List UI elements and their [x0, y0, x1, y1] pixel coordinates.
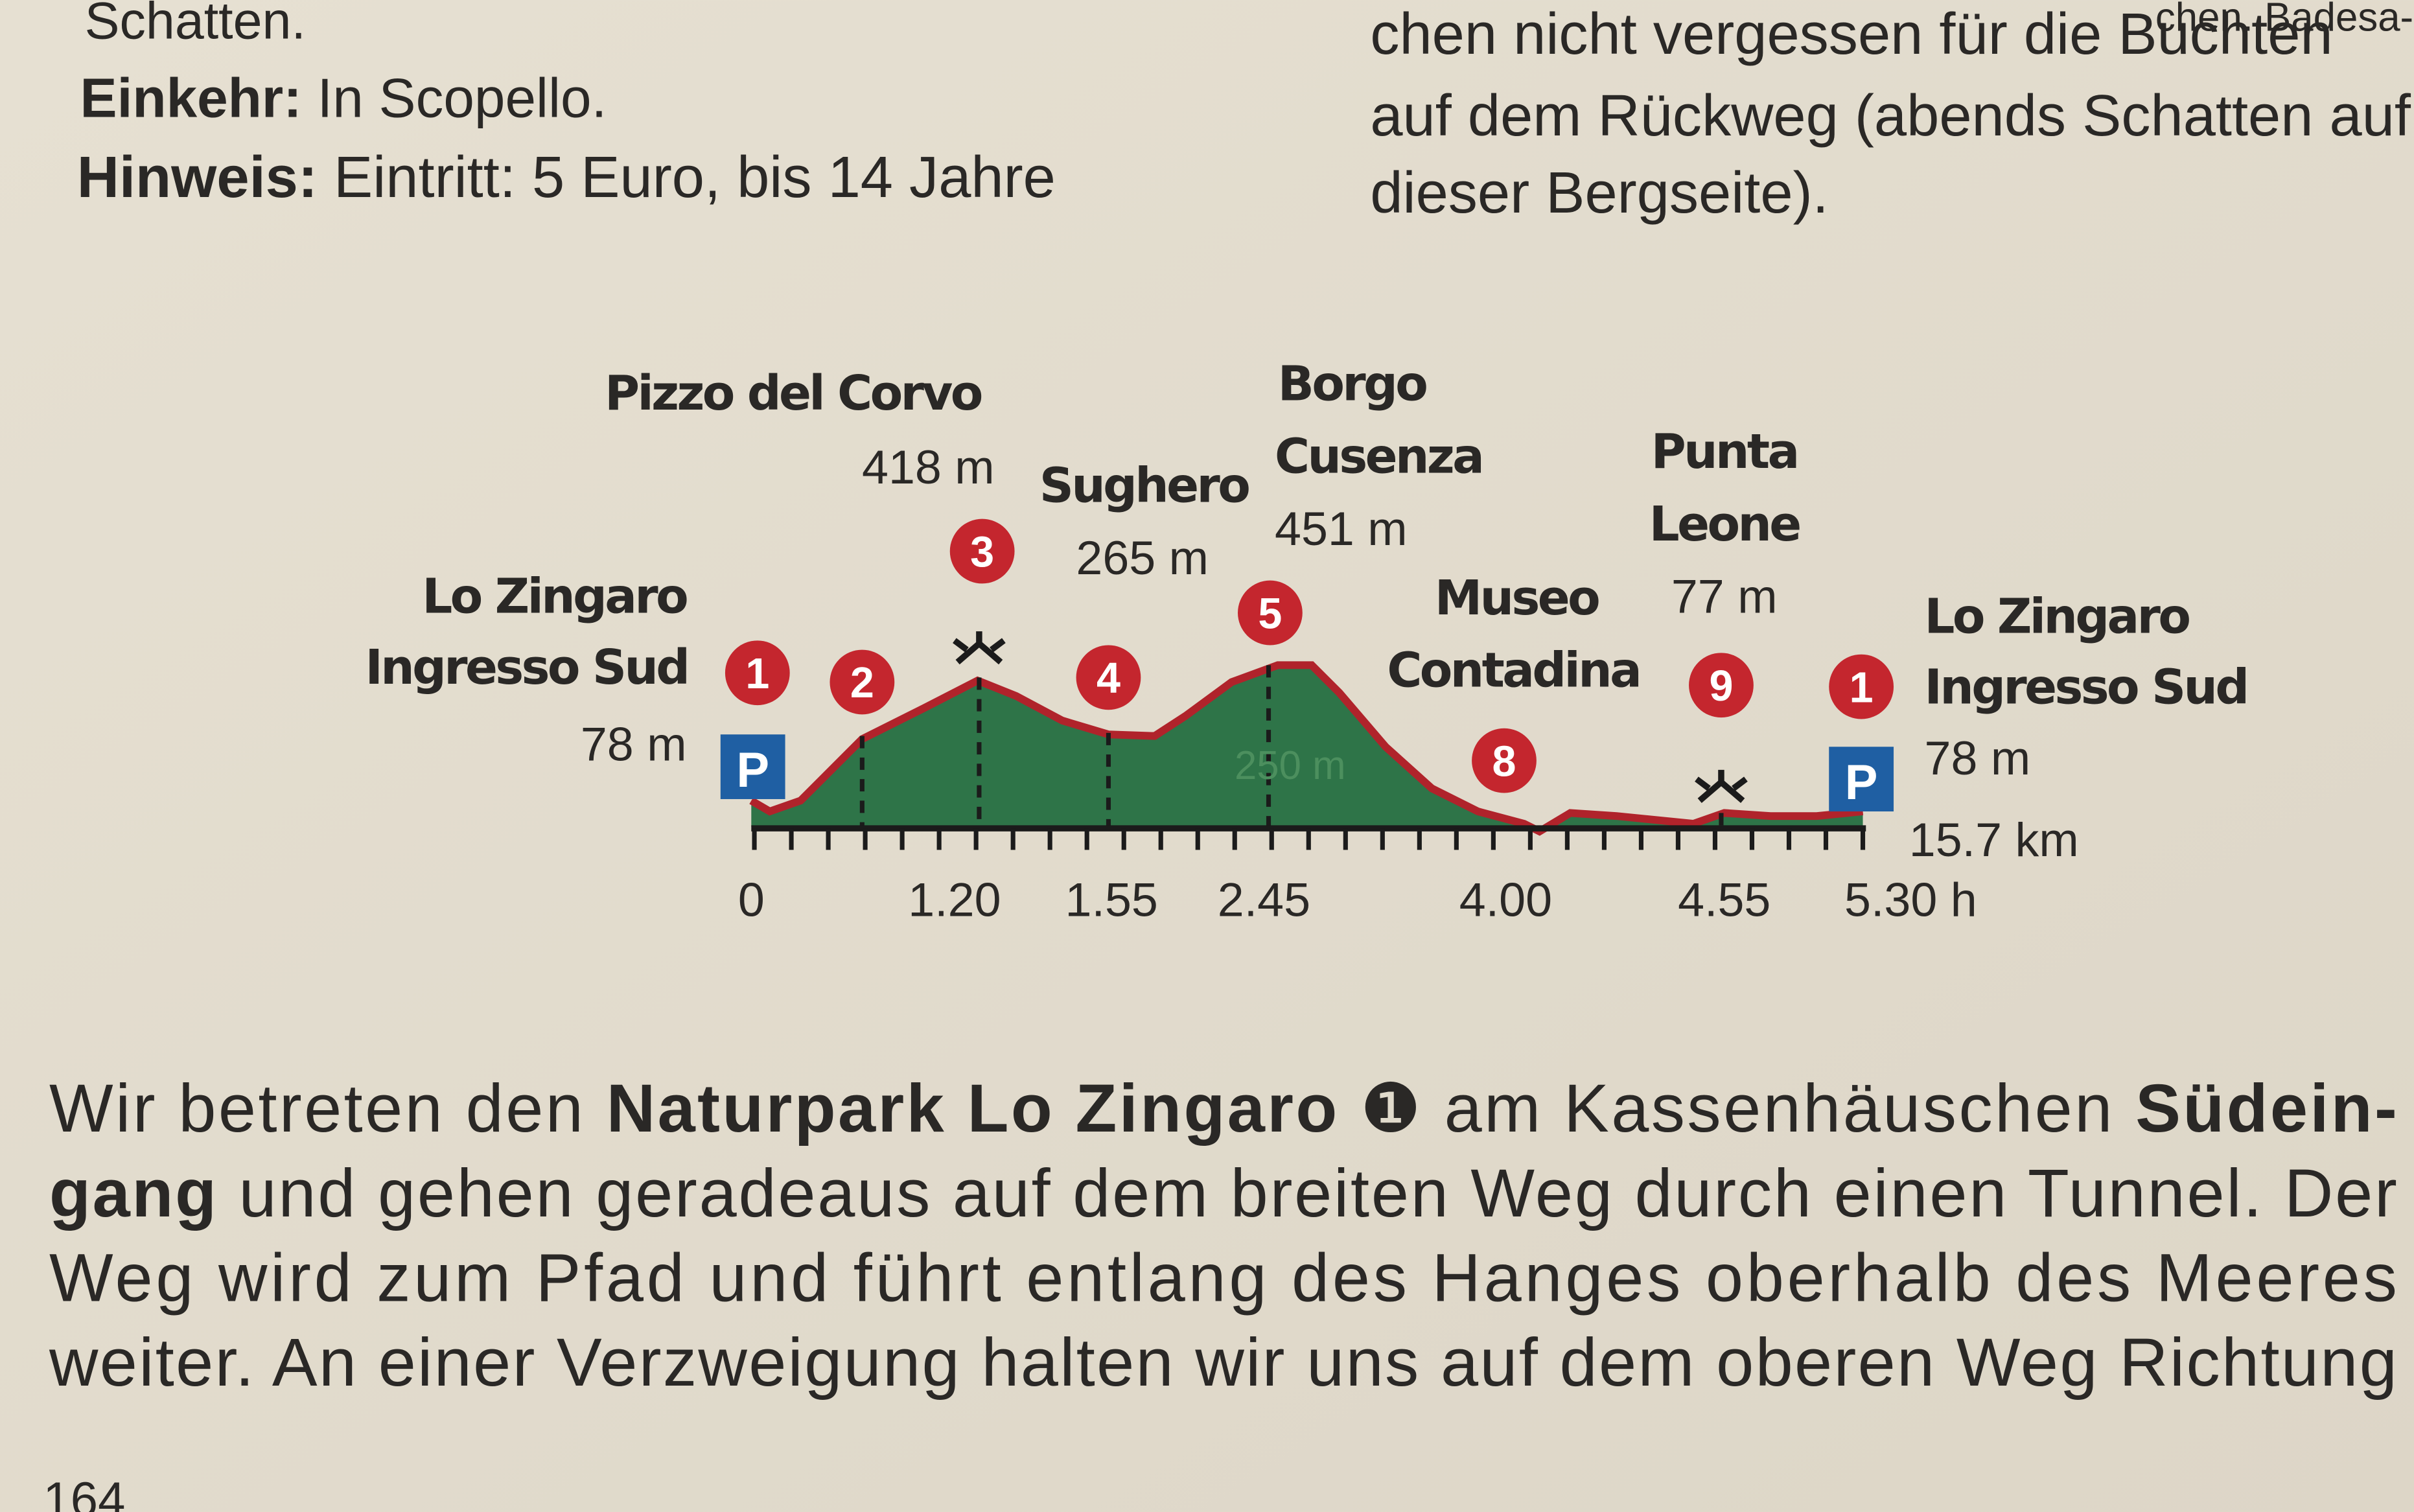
- waypoint-elevation: 451 m: [1275, 502, 1408, 555]
- marker-number: 3: [970, 528, 994, 576]
- waypoint-elevation: 78 m: [1925, 731, 2031, 785]
- text-segment: Wir betreten den: [49, 1071, 604, 1146]
- waypoint-elevation: 78 m: [581, 717, 687, 771]
- text-line: chen nicht vergessen für die Buchten: [1370, 1, 2332, 67]
- marker-number: 4: [1097, 655, 1120, 703]
- body-line: gang und gehen geradeaus auf dem breiten…: [49, 1156, 2397, 1231]
- distance: 15.7 km: [1909, 813, 2079, 866]
- page-number: 164: [43, 1472, 126, 1512]
- body-line: weiter. An einer Verzweigung halten wir …: [49, 1325, 2397, 1401]
- time-tick: 4.55: [1678, 873, 1770, 927]
- viewpoint-icon: [953, 631, 1006, 665]
- text-segment: Weg wird zum Pfad und führt entlang des …: [49, 1240, 2397, 1316]
- elevation-profile: P P 1 2 3 4 5 8 9 1 Lo Zingaro Ingresso Sud 78 …: [365, 357, 2249, 927]
- text-line: dieser Bergseite).: [1370, 160, 1828, 226]
- time-tick: 4.00: [1459, 873, 1552, 927]
- parking-label: P: [1845, 755, 1878, 810]
- text: In Scopello.: [317, 68, 607, 130]
- waypoint-name: Pizzo del Corvo: [605, 366, 982, 421]
- marker-circle: [830, 649, 895, 715]
- waypoint-elevation: 265 m: [1076, 531, 1209, 585]
- marker-number: 1: [745, 650, 769, 698]
- parking-signs: P P: [720, 734, 1894, 812]
- marker-number: 9: [1709, 662, 1733, 710]
- label: Hinweis:: [77, 145, 318, 210]
- text: Eintritt: 5 Euro, bis 14 Jahre: [334, 145, 1056, 210]
- text-segment: Naturpark Lo Zingaro: [607, 1071, 1337, 1146]
- waypoint-lines: [859, 665, 1724, 827]
- marker-circle: [1829, 654, 1894, 719]
- waypoint-name: Ingresso Sud: [365, 640, 688, 695]
- waypoint-name: Punta: [1651, 425, 1798, 480]
- body-line: Wir betreten den Naturpark Lo Zingaro ❶ …: [49, 1071, 2397, 1146]
- time-tick: 2.45: [1218, 873, 1310, 927]
- marker-circle: [1472, 728, 1537, 793]
- time-tick: 1.55: [1065, 873, 1158, 927]
- body-line: Weg wird zum Pfad und führt entlang des …: [49, 1240, 2397, 1316]
- waypoint-name: Contadina: [1387, 644, 1640, 699]
- waypoint-name: Museo: [1435, 571, 1599, 626]
- text-segment: und gehen geradeaus auf dem breiten Weg …: [218, 1156, 2397, 1231]
- waypoint-elevation: 418 m: [862, 440, 995, 494]
- profile-line: [749, 661, 1864, 836]
- text-segment: ❶ am Kassenhäuschen: [1340, 1071, 2133, 1146]
- parking-sign: [1829, 747, 1894, 812]
- waypoint-name: Ingresso Sud: [1925, 660, 2247, 715]
- marker-circle: [949, 518, 1015, 584]
- parking-label: P: [736, 743, 769, 798]
- text-line: auf dem Rückweg (abends Schatten auf: [1370, 83, 2411, 148]
- viewpoint-icon: [1695, 769, 1748, 804]
- viewpoint-icons: [953, 631, 1748, 804]
- text-line: Einkehr: In Scopello.: [80, 68, 607, 130]
- body-text: Wir betreten den Naturpark Lo Zingaro ❶ …: [49, 1071, 2397, 1401]
- marker-number: 8: [1492, 738, 1516, 785]
- text-segment: gang: [49, 1156, 216, 1231]
- parking-sign: [720, 734, 785, 800]
- waypoint-elevation: 77 m: [1671, 570, 1778, 623]
- time-tick: 1.20: [908, 873, 1001, 927]
- text-segment: weiter. An einer Verzweigung halten wir …: [49, 1325, 2397, 1401]
- time-tick: 5.30 h: [1844, 873, 1977, 927]
- text-line: Hinweis: Eintritt: 5 Euro, bis 14 Jahre: [77, 145, 1056, 210]
- axis-ticks: [752, 828, 1866, 850]
- marker-circle: [725, 640, 790, 706]
- label: Einkehr:: [80, 68, 302, 130]
- waypoint-name: Leone: [1649, 497, 1800, 552]
- marker-circle: [1238, 580, 1303, 646]
- marker-circle: [1076, 645, 1141, 710]
- waypoint-name: Borgo: [1278, 357, 1426, 412]
- waypoint-name: Lo Zingaro: [1925, 589, 2190, 644]
- marker-number: 5: [1258, 590, 1282, 638]
- text-segment: Südein-: [2135, 1071, 2397, 1146]
- text-line: chen. Badesa-: [2155, 0, 2413, 40]
- marker-number: 1: [1850, 664, 1874, 712]
- mid-elevation: 250 m: [1235, 743, 1346, 788]
- waypoint-markers: 1 2 3 4 5 8 9 1: [725, 518, 1894, 793]
- marker-circle: [1689, 653, 1754, 718]
- marker-number: 2: [850, 659, 874, 707]
- waypoint-name: Lo Zingaro: [422, 570, 687, 625]
- time-tick: 0: [738, 873, 765, 927]
- waypoint-name: Cusenza: [1275, 429, 1482, 484]
- waypoint-name: Sughero: [1039, 459, 1249, 514]
- text-line: Schatten.: [85, 0, 306, 50]
